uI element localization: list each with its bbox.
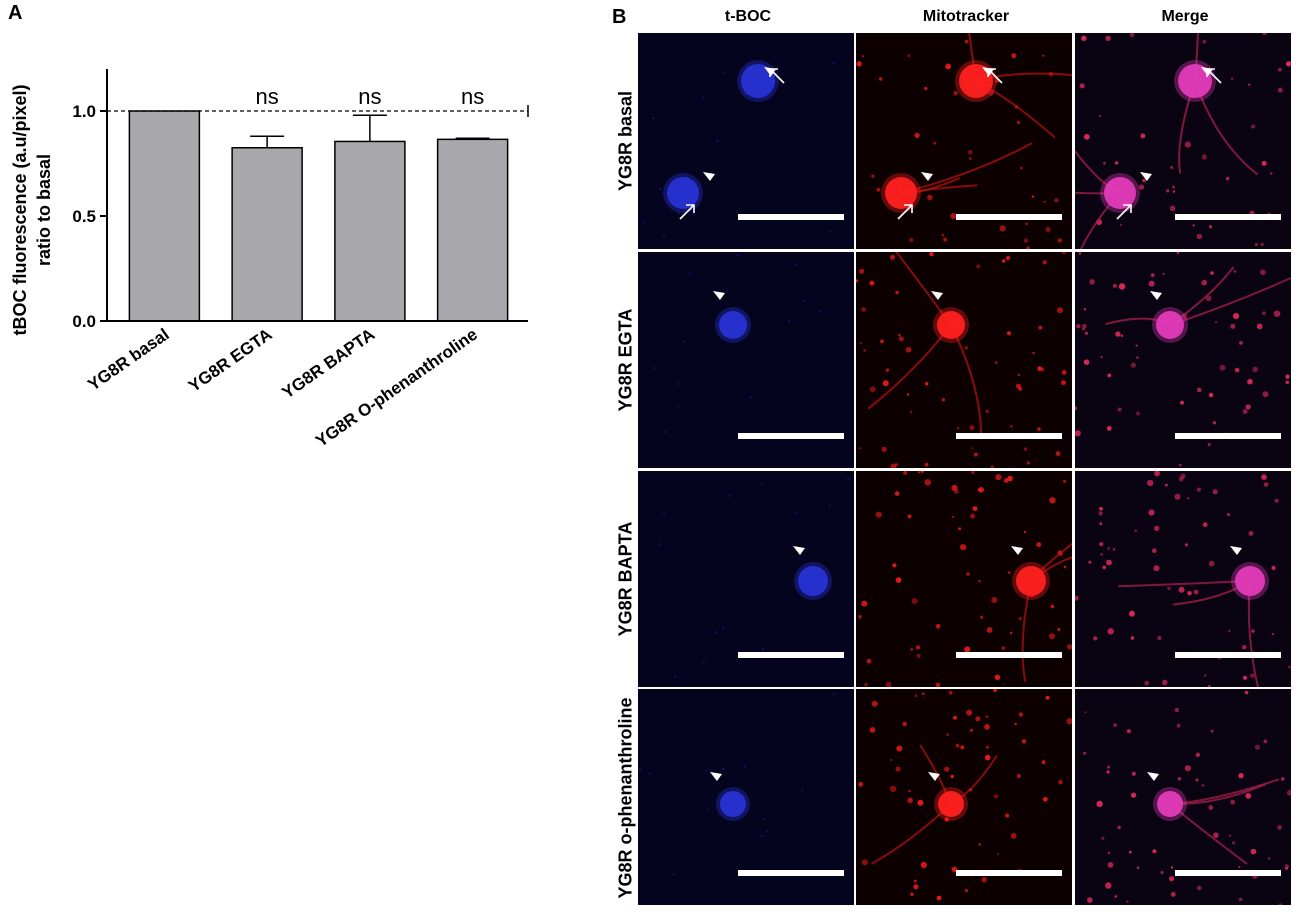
- arrowhead-marker-0: [1150, 291, 1162, 300]
- micrograph-ophenanthroline-merge: [1075, 689, 1291, 905]
- micrograph-bapta-merge: [1075, 471, 1291, 687]
- micrograph-ophenanthroline-tboc: [638, 689, 854, 905]
- arrowhead-marker-1: [921, 172, 933, 181]
- x-tick-label-3: YG8R O-phenanthroline: [312, 325, 481, 451]
- axes-group: [100, 69, 529, 322]
- panel-a-label: A: [8, 2, 23, 24]
- arrowhead-marker-0: [710, 772, 722, 781]
- row-label-egta: YG8R EGTA: [615, 308, 636, 412]
- bar-0: [128, 110, 201, 322]
- x-tick-label-0: YG8R basal: [84, 325, 172, 395]
- scale-bar: [956, 214, 1062, 220]
- micrograph-ophenanthroline-mitotracker: [856, 689, 1072, 905]
- micrograph-basal-mitotracker: [856, 33, 1072, 249]
- micrograph-basal-tboc: [638, 33, 854, 249]
- x-tick-label-2: YG8R BAPTA: [279, 325, 379, 403]
- error-bars-group: [250, 114, 490, 148]
- y-tick-label-0: 0.0: [72, 312, 96, 331]
- arrowhead-marker-0: [1230, 546, 1242, 555]
- arrow-marker-0: [1206, 68, 1222, 84]
- arrow-marker-0: [987, 68, 1003, 84]
- arrowhead-marker-1: [1140, 172, 1152, 181]
- row-label-basal: YG8R basal: [615, 90, 636, 192]
- bar-3: [436, 138, 509, 322]
- arrow-marker-1: [1116, 204, 1132, 220]
- scale-bar: [956, 433, 1062, 439]
- arrowhead-marker-0: [928, 772, 940, 781]
- y-tick-label-1: 0.5: [72, 207, 96, 226]
- scale-bar: [1175, 652, 1281, 658]
- row-label-ophenanthroline: YG8R o-phenanthroline: [615, 697, 636, 899]
- micrograph-basal-merge: [1075, 33, 1291, 249]
- panel-b-label: B: [612, 6, 627, 28]
- bars-group: [128, 110, 509, 322]
- row-label-bapta: YG8R BAPTA: [615, 521, 636, 637]
- scale-bar: [738, 433, 844, 439]
- micrograph-egta-tboc: [638, 252, 854, 468]
- arrowhead-marker-0: [1147, 772, 1159, 781]
- scale-bar: [1175, 433, 1281, 439]
- arrow-marker-0: [769, 68, 785, 84]
- arrowhead-marker-0: [713, 291, 725, 300]
- micrograph-egta-merge: [1075, 252, 1291, 468]
- column-header-tboc: t-BOC: [724, 8, 772, 25]
- arrow-marker-1: [897, 204, 913, 220]
- arrowhead-marker-0: [931, 291, 943, 300]
- significance-label-2: ns: [358, 84, 381, 109]
- column-header-merge: Merge: [1161, 8, 1209, 25]
- bar-2: [334, 140, 406, 322]
- scale-bar: [956, 870, 1062, 876]
- scale-bar: [1175, 870, 1281, 876]
- scale-bar: [738, 214, 844, 220]
- x-tick-label-1: YG8R EGTA: [185, 325, 275, 396]
- y-axis-label-line1: tBOC fluorescence (a.u/pixel): [10, 84, 30, 335]
- y-tick-label-2: 1.0: [72, 102, 96, 121]
- scale-bar: [1175, 214, 1281, 220]
- y-axis-label-line2: ratio to basal: [34, 154, 54, 266]
- arrowhead-marker-1: [703, 172, 715, 181]
- micrograph-bapta-tboc: [638, 471, 854, 687]
- bar-1: [231, 147, 303, 322]
- arrowhead-marker-0: [793, 546, 805, 555]
- arrow-marker-1: [679, 204, 695, 220]
- micrograph-egta-mitotracker: [856, 252, 1072, 468]
- scale-bar: [738, 652, 844, 658]
- micrograph-bapta-mitotracker: [856, 471, 1072, 687]
- arrowhead-marker-0: [1011, 546, 1023, 555]
- bar-chart: YG8R basal ns YG8R EGTA ns YG8R BAPTA ns YG8R …: [10, 69, 529, 451]
- column-header-mitotracker: Mitotracker: [922, 8, 1010, 25]
- scale-bar: [738, 870, 844, 876]
- scale-bar: [956, 652, 1062, 658]
- significance-label-1: ns: [256, 84, 279, 109]
- significance-label-3: ns: [461, 84, 484, 109]
